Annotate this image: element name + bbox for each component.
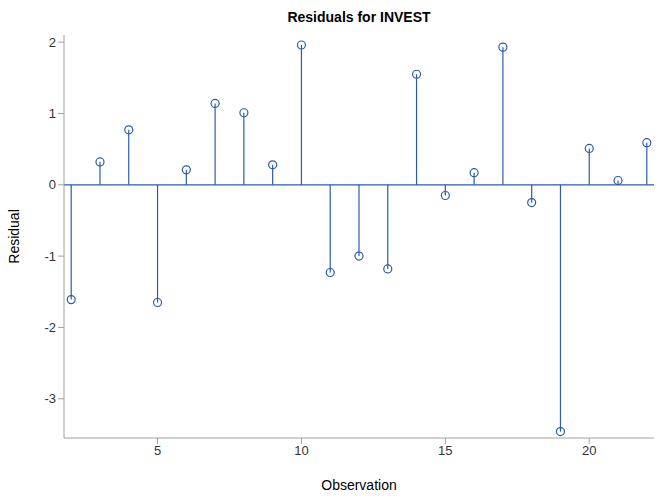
- svg-text:-3: -3: [44, 391, 56, 406]
- svg-text:Residual: Residual: [8, 209, 22, 263]
- html-text:Residuals for INVEST: Residuals for INVEST: [287, 9, 431, 25]
- svg-text:20: 20: [582, 443, 596, 458]
- svg-text:0: 0: [49, 177, 56, 192]
- svg-text:-1: -1: [44, 249, 56, 264]
- svg-text:2: 2: [49, 35, 56, 50]
- svg-text:10: 10: [294, 443, 308, 458]
- svg-text:Observation: Observation: [321, 477, 396, 493]
- svg-text:15: 15: [438, 443, 452, 458]
- svg-text:-2: -2: [44, 320, 56, 335]
- svg-text:5: 5: [154, 443, 161, 458]
- svg-text:1: 1: [49, 106, 56, 121]
